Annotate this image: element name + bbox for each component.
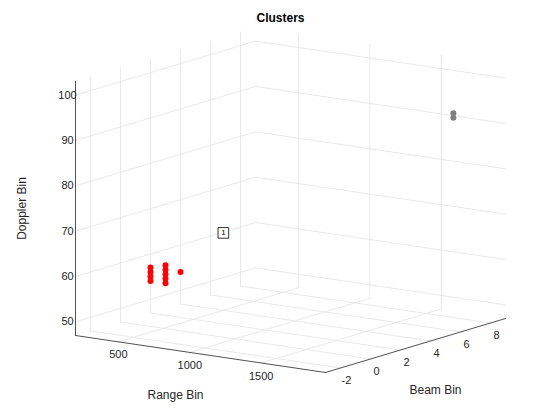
svg-text:Range Bin: Range Bin: [147, 388, 203, 402]
svg-text:-2: -2: [342, 374, 352, 386]
svg-text:500: 500: [109, 348, 127, 360]
svg-text:70: 70: [61, 225, 73, 237]
svg-text:6: 6: [463, 338, 469, 350]
svg-text:0: 0: [373, 365, 379, 377]
svg-text:1000: 1000: [178, 359, 202, 371]
svg-text:60: 60: [61, 270, 73, 282]
svg-text:4: 4: [433, 347, 439, 359]
svg-text:Clusters: Clusters: [256, 11, 304, 25]
svg-text:90: 90: [61, 134, 73, 146]
svg-text:8: 8: [493, 329, 499, 341]
svg-text:Doppler Bin: Doppler Bin: [15, 177, 29, 240]
svg-text:1: 1: [221, 228, 226, 237]
svg-text:100: 100: [58, 89, 76, 101]
svg-text:1500: 1500: [249, 370, 273, 382]
svg-text:2: 2: [403, 356, 409, 368]
svg-text:80: 80: [61, 179, 73, 191]
svg-text:50: 50: [61, 315, 73, 327]
svg-text:Beam Bin: Beam Bin: [409, 383, 461, 397]
